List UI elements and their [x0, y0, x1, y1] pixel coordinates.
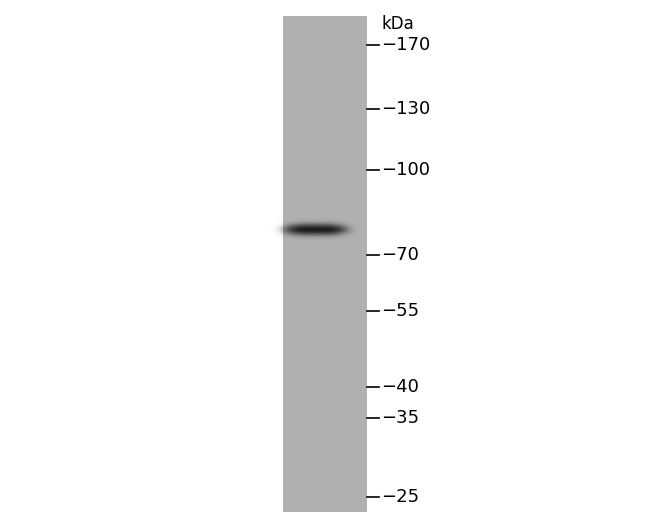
Text: −100: −100	[382, 162, 430, 179]
Text: −25: −25	[382, 488, 420, 506]
Text: kDa: kDa	[382, 15, 414, 33]
Text: −70: −70	[382, 245, 419, 264]
Text: −170: −170	[382, 36, 431, 55]
Text: −35: −35	[382, 409, 420, 427]
Text: −40: −40	[382, 378, 419, 396]
Text: −130: −130	[382, 100, 431, 118]
Text: −55: −55	[382, 303, 420, 320]
Bar	[283, 16, 367, 512]
